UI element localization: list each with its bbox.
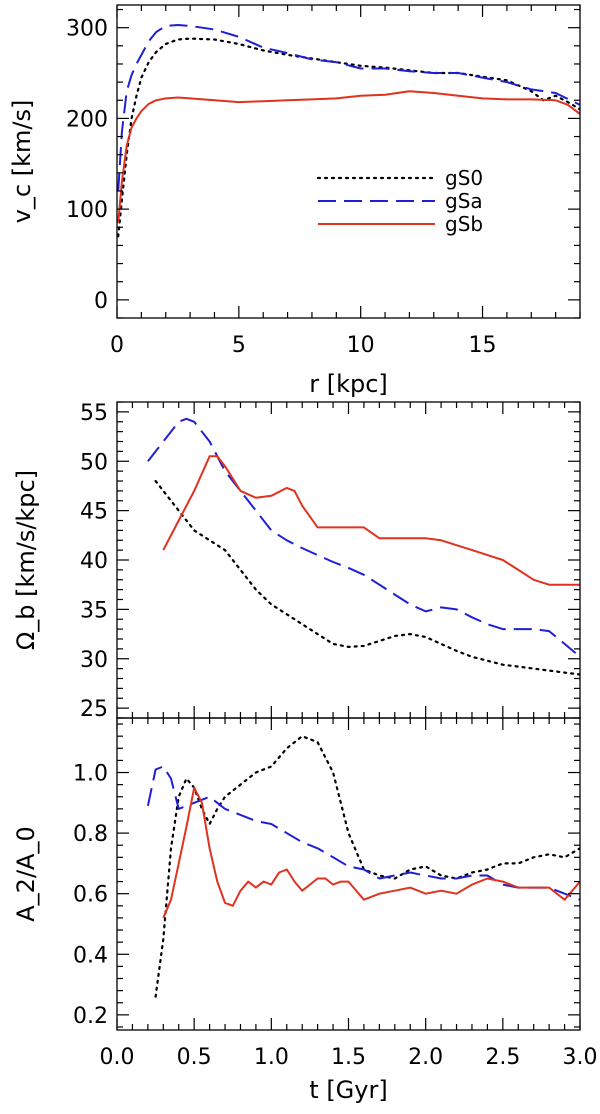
y-tick-label: 0.6 bbox=[73, 883, 108, 908]
x-tick-label: 1.0 bbox=[254, 1045, 289, 1070]
series-line-gS0 bbox=[154, 735, 580, 998]
x-tick-label: 2.0 bbox=[408, 1045, 443, 1070]
y-tick-label: 0.2 bbox=[73, 1004, 108, 1029]
series-line-gSb bbox=[162, 455, 580, 586]
y-tick-label: 45 bbox=[80, 500, 108, 525]
y-tick-label: 0.4 bbox=[73, 943, 108, 968]
y-tick-label: 200 bbox=[66, 107, 108, 132]
x-axis-title: r [kpc] bbox=[309, 370, 388, 398]
series-line-gSa bbox=[147, 417, 580, 658]
y-tick-label: 55 bbox=[80, 401, 108, 426]
plot-frame bbox=[116, 717, 581, 1031]
plot-frame bbox=[116, 401, 581, 719]
x-tick-label: 3.0 bbox=[563, 1045, 598, 1070]
x-tick-label: 0 bbox=[110, 333, 124, 358]
series-line-gSa bbox=[117, 24, 580, 192]
series-line-gSb bbox=[162, 786, 580, 919]
y-tick-label: 100 bbox=[66, 198, 108, 223]
y-tick-label: 0 bbox=[94, 289, 108, 314]
legend-label-gSb: gSb bbox=[445, 212, 483, 236]
x-tick-label: 5 bbox=[232, 333, 246, 358]
x-tick-label: 1.5 bbox=[331, 1045, 366, 1070]
x-tick-label: 15 bbox=[469, 333, 497, 358]
x-tick-label: 0.0 bbox=[100, 1045, 135, 1070]
y-tick-label: 1.0 bbox=[73, 762, 108, 787]
y-tick-label: 40 bbox=[80, 549, 108, 574]
y-axis-title: v_c [km/s] bbox=[8, 100, 36, 224]
y-tick-label: 30 bbox=[80, 648, 108, 673]
y-tick-label: 50 bbox=[80, 450, 108, 475]
series-line-gSa bbox=[146, 765, 580, 901]
y-tick-label: 35 bbox=[80, 598, 108, 623]
y-tick-label: 300 bbox=[66, 17, 108, 42]
y-tick-label: 25 bbox=[80, 697, 108, 722]
x-tick-label: 2.5 bbox=[485, 1045, 520, 1070]
x-axis-title: t [Gyr] bbox=[309, 1076, 387, 1104]
bar-strength-panel: 0.0 0.5 1.0 1.5 2.0 2.5 3.0 0.2 0.4 0.6 0.8 1.0 t [G… bbox=[12, 717, 598, 1104]
pattern-speed-panel: 25 30 35 40 45 50 55 Ω_b [km/s/kpc] bbox=[12, 401, 581, 722]
legend-label-gS0: gS0 bbox=[445, 166, 483, 190]
y-tick-label: 0.8 bbox=[73, 822, 108, 847]
y-axis-title: Ω_b [km/s/kpc] bbox=[12, 470, 40, 650]
x-tick-label: 0.5 bbox=[177, 1045, 212, 1070]
plot-frame bbox=[116, 4, 581, 319]
y-axis-title: A_2/A_0 bbox=[12, 826, 40, 921]
velocity-panel: 0 5 10 15 0 100 200 300 r [kpc] v_c [km/s] gS0gSag… bbox=[8, 4, 581, 398]
x-tick-label: 10 bbox=[347, 333, 375, 358]
series-line-gS0 bbox=[117, 37, 580, 238]
series-line-gS0 bbox=[154, 479, 580, 676]
series-line-gSb bbox=[117, 90, 580, 223]
legend-label-gSa: gSa bbox=[445, 189, 483, 213]
